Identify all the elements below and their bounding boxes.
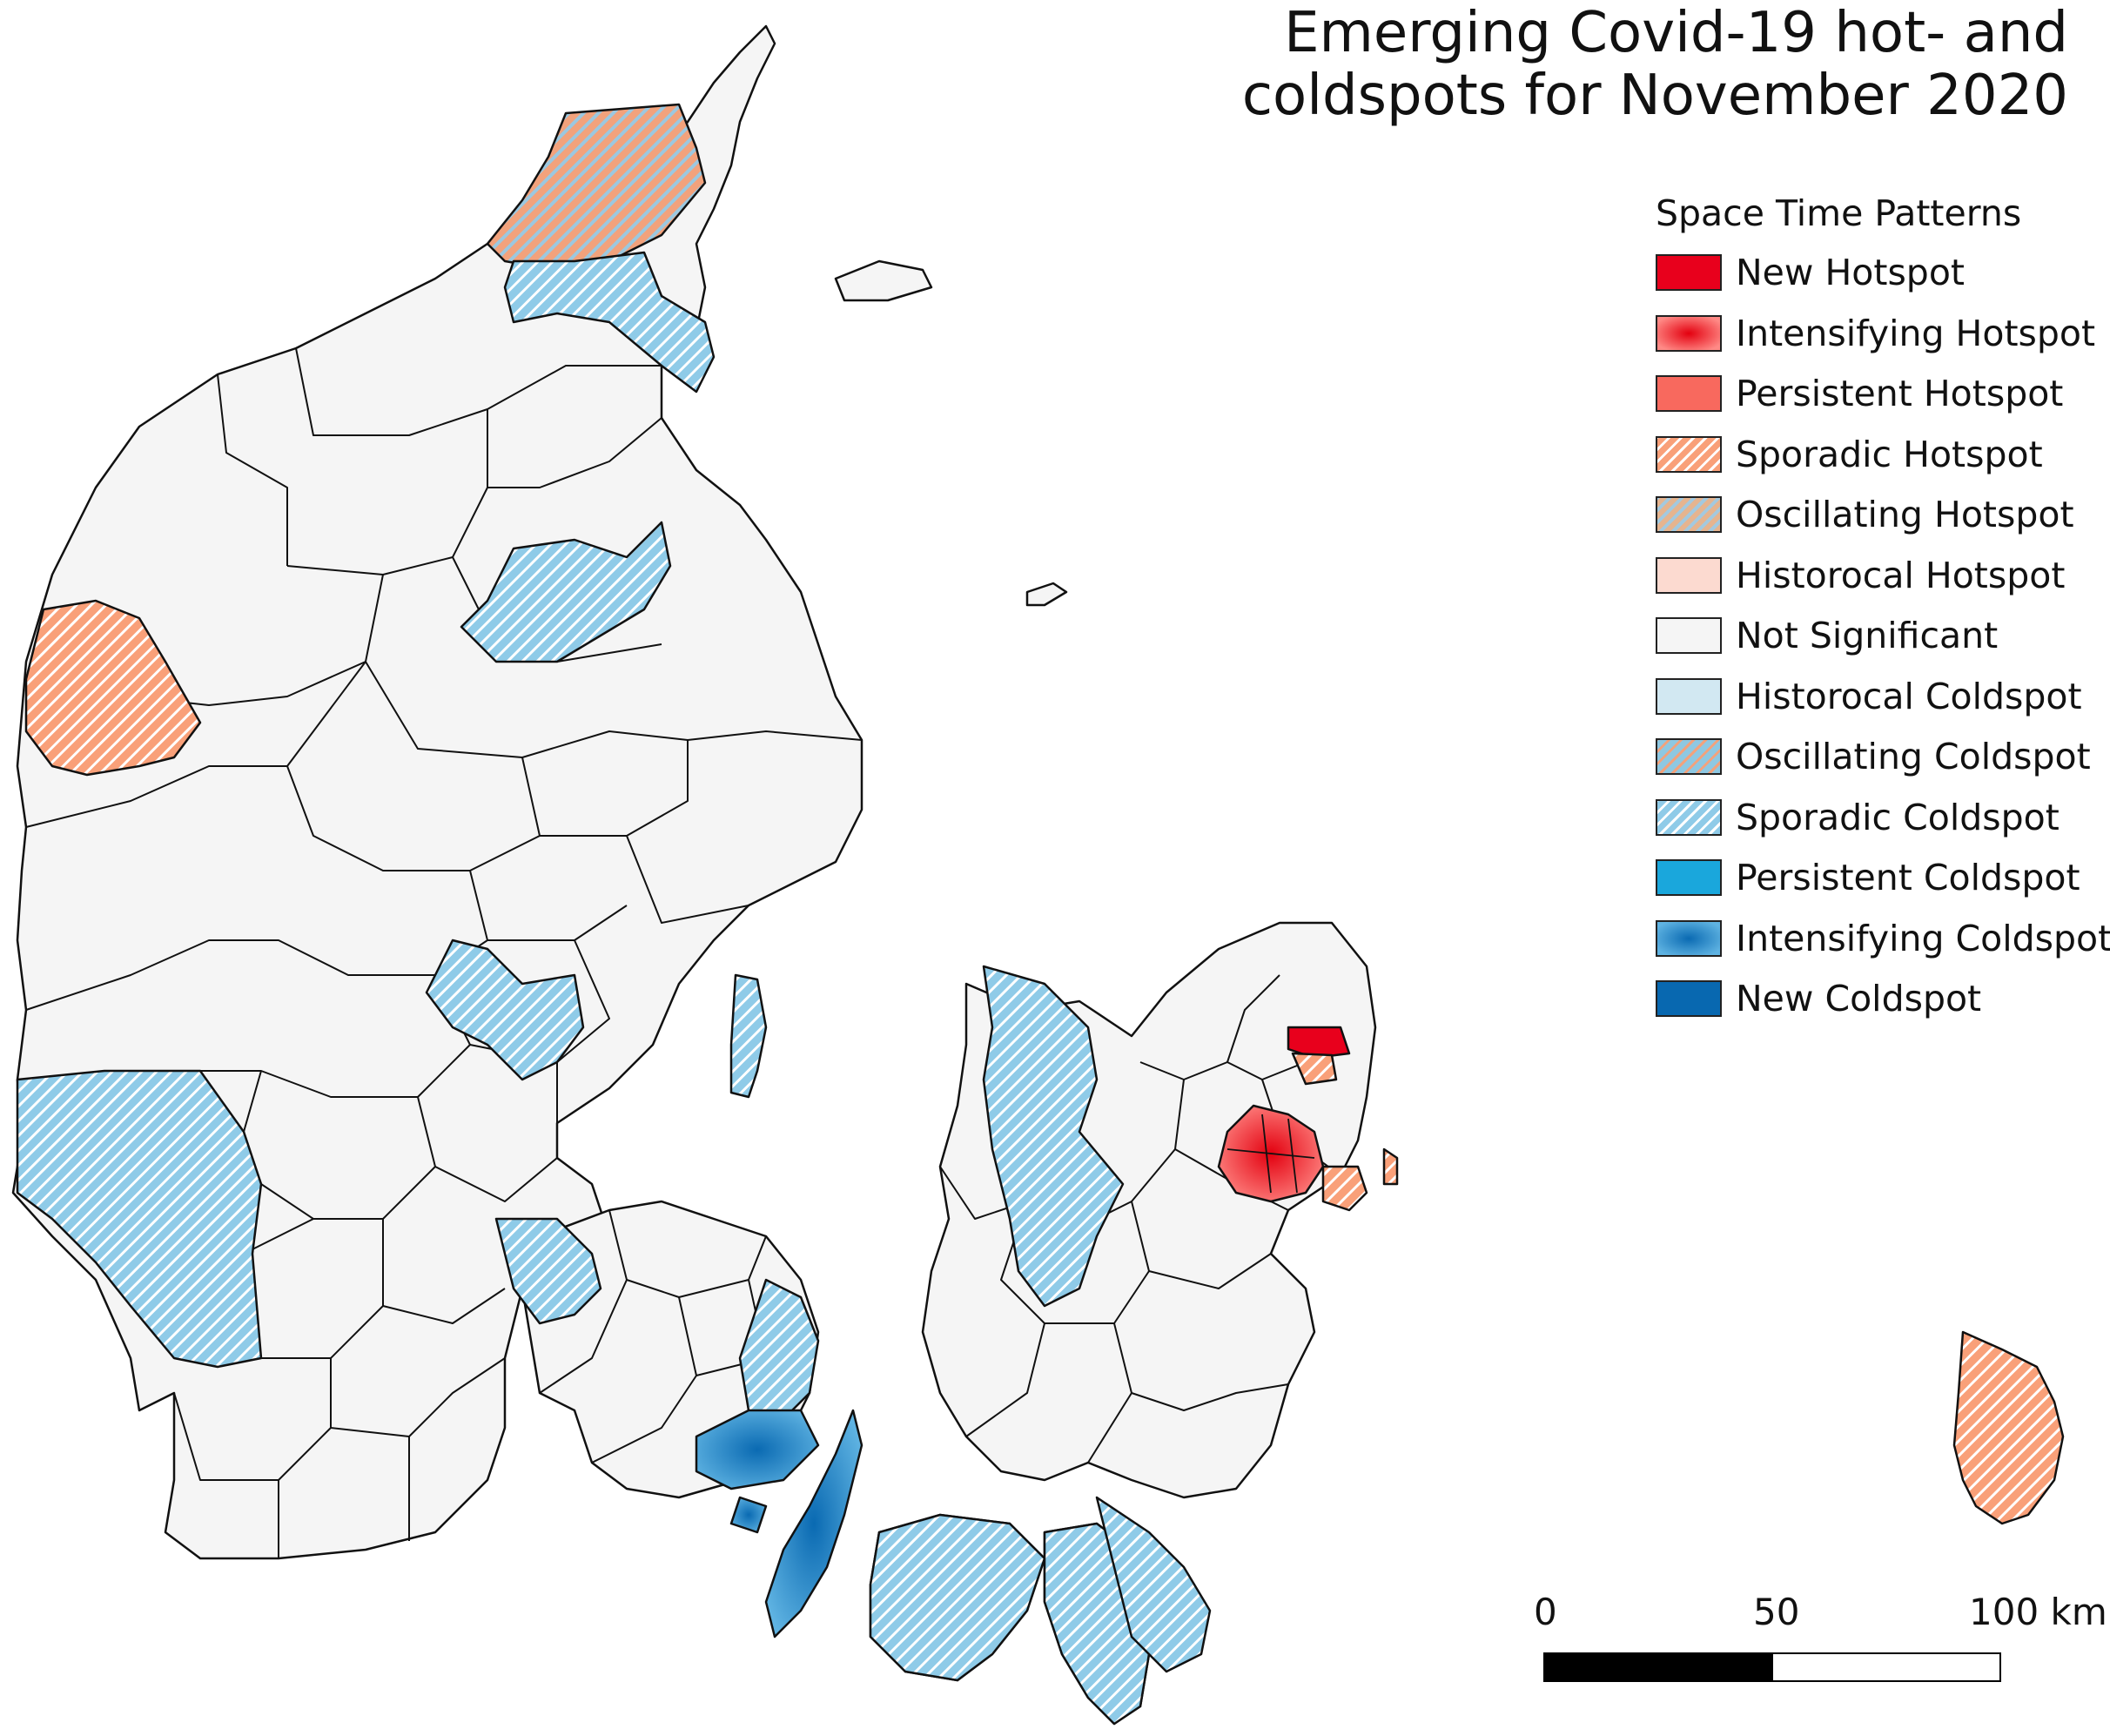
legend-label: Sporadic Hotspot	[1736, 433, 2043, 475]
region-amager-sporadic-hotspot	[1321, 1165, 1368, 1212]
scale-bar-black-segment	[1543, 1652, 1773, 1682]
legend-label: Oscillating Coldspot	[1736, 736, 2091, 777]
region-langeland-intensifying-coldspot	[764, 1409, 863, 1638]
laeso-island	[834, 259, 933, 302]
legend-item: Not Significant	[1656, 612, 2021, 673]
legend: Space Time Patterns New Hotspot Intensify…	[1656, 192, 2110, 1036]
legend-swatch	[1656, 375, 1722, 412]
legend-label: Intensifying Hotspot	[1736, 312, 2096, 354]
legend-swatch	[1656, 556, 1722, 594]
anholt-island	[1025, 582, 1068, 607]
legend-swatch	[1656, 738, 1722, 775]
legend-label: Historocal Coldspot	[1736, 675, 2082, 717]
legend-swatch	[1656, 435, 1722, 473]
legend-label: Sporadic Coldspot	[1736, 796, 2060, 838]
legend-swatch	[1656, 617, 1722, 654]
legend-item: Intensifying Hotspot	[1656, 310, 2095, 371]
legend-swatch	[1656, 496, 1722, 533]
region-limfjord-sporadic-coldspot	[460, 521, 672, 663]
scale-label-0: 0	[1534, 1591, 1557, 1633]
region-saltholm-sporadic-hotspot	[1382, 1147, 1399, 1186]
legend-item: Historocal Hotspot	[1656, 552, 2065, 613]
legend-item: Historocal Coldspot	[1656, 673, 2082, 734]
region-funen-south-intensifying-coldspot	[695, 1409, 820, 1490]
legend-swatch	[1656, 919, 1722, 957]
map-title: Emerging Covid-19 hot- and coldspots for…	[1198, 2, 2068, 127]
legend-item: Persistent Hotspot	[1656, 370, 2063, 431]
region-north-zealand-sporadic-hotspot	[1291, 1052, 1338, 1086]
region-aero-intensifying-coldspot	[729, 1496, 768, 1534]
map-title-line2: coldspots for November 2020	[1241, 64, 2068, 128]
legend-label: New Coldspot	[1736, 978, 1982, 1019]
legend-items: New Hotspot Intensifying Hotspot Persisten…	[1656, 249, 2110, 1036]
legend-item: Oscillating Hotspot	[1656, 491, 2074, 552]
legend-swatch	[1656, 980, 1722, 1017]
region-zealand-west-sporadic-coldspot	[982, 965, 1125, 1308]
region-lolland-sporadic-coldspot	[869, 1513, 1046, 1682]
legend-label: Historocal Hotspot	[1736, 554, 2066, 596]
legend-item: Sporadic Coldspot	[1656, 794, 2060, 855]
legend-item: Sporadic Hotspot	[1656, 431, 2043, 492]
region-mid-sporadic-coldspot	[425, 939, 585, 1081]
legend-item: New Hotspot	[1656, 249, 2021, 310]
legend-label: Persistent Hotspot	[1736, 373, 2064, 414]
legend-swatch	[1656, 798, 1722, 836]
scale-label-50: 50	[1753, 1591, 1800, 1633]
region-zealand-south-sporadic-coldspot	[1095, 1496, 1212, 1673]
scale-label-100: 100 km	[1969, 1591, 2107, 1633]
legend-swatch	[1656, 314, 1722, 352]
legend-label: Persistent Coldspot	[1736, 857, 2080, 898]
legend-item: New Coldspot	[1656, 975, 2021, 1036]
region-west-sporadic-hotspot	[24, 599, 202, 777]
legend-label: Intensifying Coldspot	[1736, 917, 2110, 959]
legend-title: Space Time Patterns	[1656, 192, 2022, 234]
region-bornholm-sporadic-hotspot	[1952, 1330, 2065, 1525]
region-southwest-sporadic-coldspot	[16, 1069, 263, 1369]
scale-bar	[1543, 1652, 2001, 1682]
scale-bar-white-segment	[1771, 1652, 2001, 1682]
map-title-line1: Emerging Covid-19 hot- and	[1284, 1, 2068, 65]
legend-label: Oscillating Hotspot	[1736, 494, 2074, 535]
legend-item: Oscillating Coldspot	[1656, 733, 2091, 794]
legend-swatch	[1656, 859, 1722, 896]
legend-label: Not Significant	[1736, 615, 1999, 656]
legend-item: Intensifying Coldspot	[1656, 915, 2110, 976]
region-north-sporadic-coldspot	[503, 251, 716, 394]
legend-swatch	[1656, 677, 1722, 715]
legend-label: New Hotspot	[1736, 252, 1965, 293]
region-south-sporadic-coldspot	[494, 1217, 602, 1325]
legend-swatch	[1656, 254, 1722, 291]
legend-item: Persistent Coldspot	[1656, 854, 2080, 915]
region-funen-east-sporadic-coldspot	[738, 1278, 820, 1421]
region-samso-sporadic-coldspot	[729, 973, 768, 1099]
